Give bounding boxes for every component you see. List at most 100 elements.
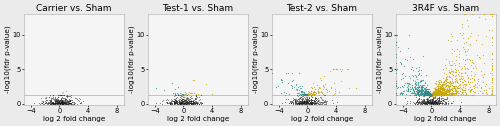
Point [300, 101, 308, 103]
Point [318, 84, 326, 86]
Point [448, 92, 456, 94]
Point [410, 90, 418, 92]
Point [412, 94, 420, 96]
Point [452, 91, 460, 93]
Point [307, 92, 315, 94]
Point [426, 93, 434, 95]
Point [462, 94, 470, 96]
Point [439, 91, 447, 93]
Point [410, 87, 418, 89]
Point [58, 99, 66, 101]
Point [488, 44, 496, 46]
Point [64, 103, 72, 105]
Point [430, 103, 438, 105]
Point [453, 87, 461, 89]
Point [302, 93, 310, 95]
Point [424, 102, 432, 104]
Point [436, 90, 444, 92]
Point [47, 101, 55, 103]
Point [299, 102, 307, 104]
Point [428, 94, 436, 96]
Point [438, 80, 446, 82]
Point [78, 100, 86, 102]
Point [49, 102, 57, 104]
Point [45, 96, 53, 98]
Point [432, 102, 440, 104]
Point [410, 90, 418, 92]
Point [432, 80, 440, 82]
Point [189, 100, 197, 102]
Point [434, 92, 442, 94]
Point [310, 102, 318, 104]
Point [330, 68, 338, 70]
Point [50, 98, 58, 100]
Point [53, 99, 61, 101]
Point [314, 102, 322, 104]
Point [426, 94, 434, 96]
Point [437, 91, 445, 93]
Point [426, 93, 434, 95]
Point [53, 100, 61, 102]
Point [282, 92, 290, 94]
Point [482, 18, 490, 20]
Point [298, 98, 306, 100]
Point [57, 98, 65, 100]
Point [298, 102, 306, 104]
Point [426, 103, 434, 105]
Point [432, 101, 440, 103]
Point [488, 15, 496, 17]
Point [65, 102, 73, 104]
Point [425, 93, 433, 95]
Point [429, 94, 437, 96]
Point [478, 92, 486, 94]
Point [58, 100, 66, 102]
Point [170, 88, 178, 90]
Point [427, 93, 435, 95]
Point [180, 102, 188, 104]
Point [458, 72, 466, 74]
Point [301, 98, 309, 100]
Point [433, 92, 441, 94]
Point [432, 90, 440, 92]
Point [423, 101, 431, 103]
Point [397, 91, 405, 93]
Point [177, 94, 185, 96]
Point [292, 101, 300, 103]
Point [414, 103, 422, 105]
Point [423, 93, 431, 95]
Point [429, 92, 437, 94]
Point [168, 102, 176, 104]
Point [442, 80, 450, 82]
Point [432, 93, 440, 95]
Point [420, 99, 428, 101]
Point [320, 100, 328, 102]
Point [468, 85, 476, 87]
Point [436, 86, 444, 88]
Point [420, 93, 428, 95]
Point [430, 92, 438, 94]
Point [426, 101, 434, 103]
Point [54, 96, 62, 98]
Point [424, 100, 432, 102]
Point [430, 94, 438, 96]
Point [425, 91, 433, 93]
Point [52, 100, 60, 102]
Point [302, 102, 310, 104]
Point [438, 83, 446, 85]
Point [438, 98, 446, 100]
Point [454, 85, 462, 87]
Point [432, 94, 440, 96]
Point [444, 91, 452, 93]
Point [47, 102, 55, 104]
Point [421, 92, 429, 94]
Point [307, 102, 315, 104]
Point [172, 94, 180, 96]
Point [316, 96, 324, 98]
Point [311, 102, 319, 104]
Point [418, 86, 426, 88]
Point [54, 103, 62, 105]
Point [486, 13, 494, 15]
Point [428, 93, 436, 95]
Point [318, 99, 326, 101]
Point [48, 101, 56, 103]
